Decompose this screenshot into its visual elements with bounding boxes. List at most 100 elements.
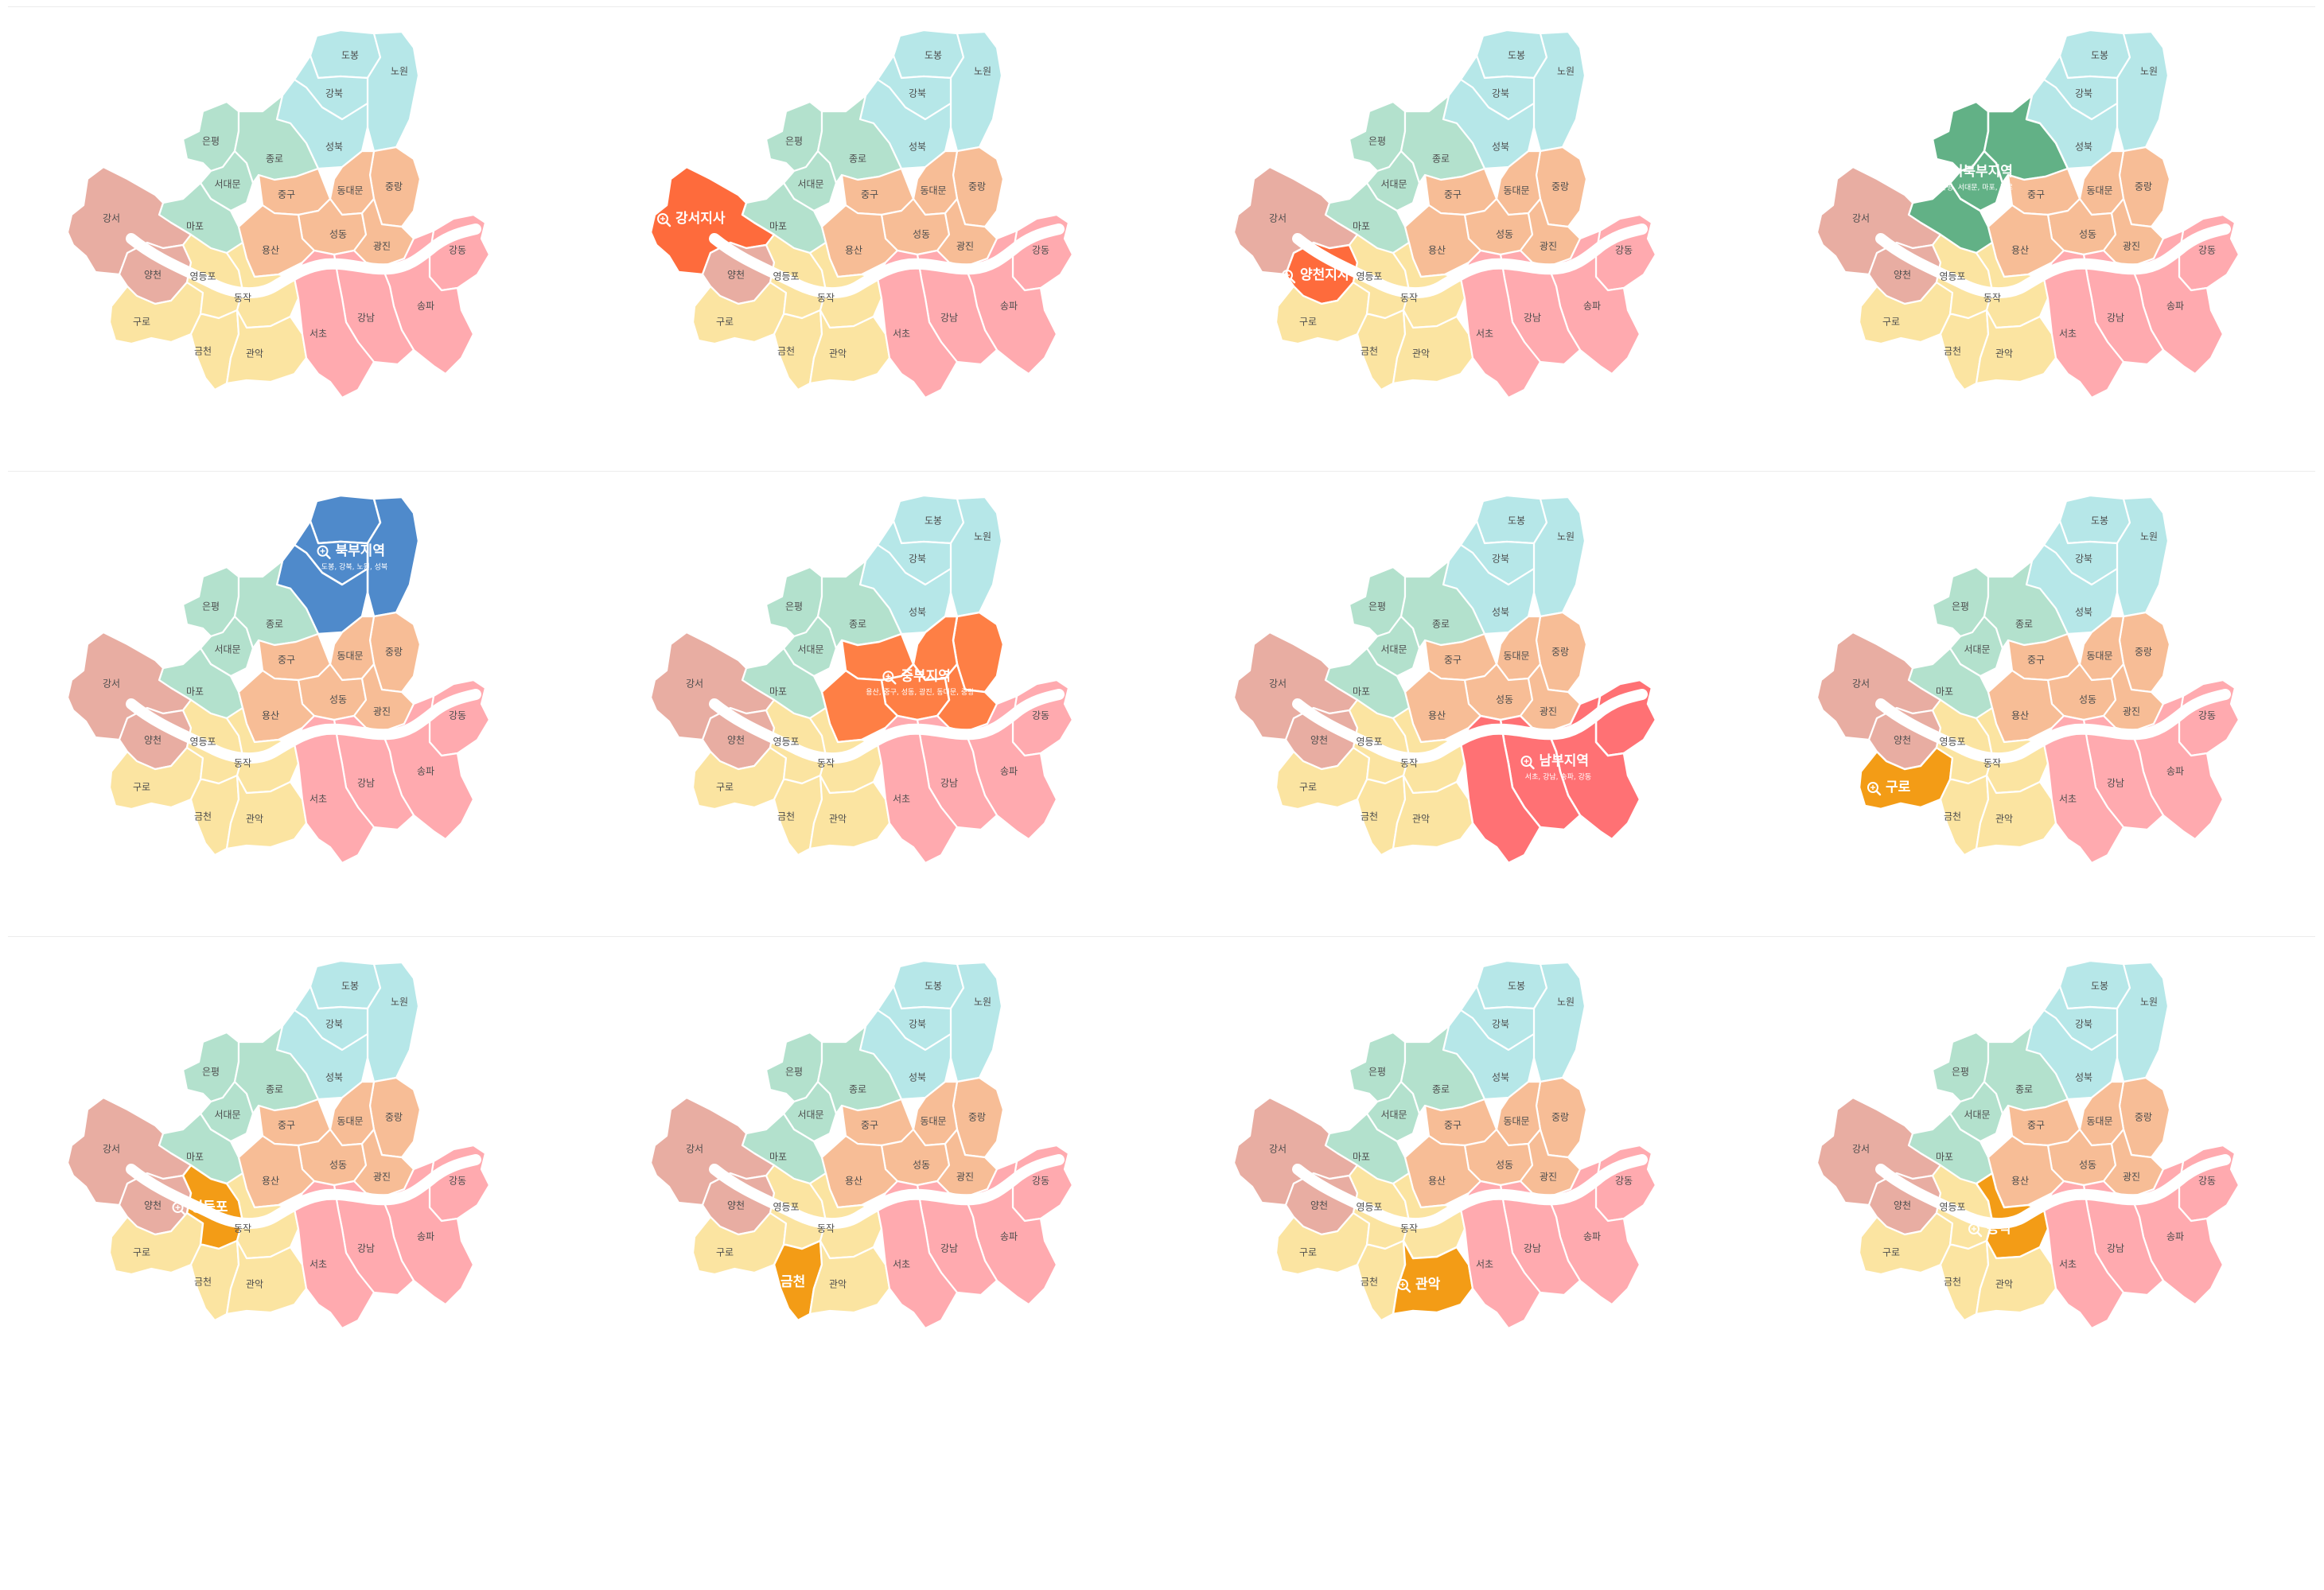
district-label: 영등포 <box>1939 737 1965 748</box>
zoom-in-icon[interactable] <box>1968 1223 1983 1238</box>
district-seocho[interactable] <box>293 1180 376 1330</box>
district-label: 동작 <box>1400 293 1418 304</box>
district-label: 강동 <box>2198 1176 2216 1187</box>
seoul-map-panel[interactable]: 도봉 노원 강북 성북 중랑 동대문 중구 성동 광진 용산 강서 양천 구로 영등포 동작 금천 관악 강동 송파… <box>1750 0 2324 465</box>
district-label: 서대문 <box>1964 1110 1990 1121</box>
district-gwanak[interactable] <box>225 1239 308 1316</box>
district-label: 광진 <box>956 1172 974 1183</box>
district-label: 송파 <box>1000 766 1018 777</box>
seoul-map-panel[interactable]: 도봉 노원 강북 성북 은평 서대문 종로 마포 중랑 동대문 중구 성동 광진 용산 강서 양천 구로 영등포 동… <box>1166 465 1747 931</box>
district-gwanak[interactable] <box>1392 309 1474 385</box>
district-label: 성북 <box>1492 142 1509 153</box>
zoom-in-icon[interactable] <box>1867 782 1882 796</box>
seoul-map-panel[interactable]: 도봉 노원 강북 성북 은평 서대문 종로 마포 중랑 동대문 중구 성동 광진 용산 양천 구로 영등포 동작 금… <box>583 0 1164 465</box>
district-label: 중구 <box>861 189 878 200</box>
seoul-map-panel[interactable]: 도봉 노원 강북 성북 은평 서대문 종로 마포 중랑 동대문 중구 성동 광진 용산 강서 구로 영등포 동작 금… <box>1166 0 1747 465</box>
seoul-map-panel[interactable]: 도봉 노원 강북 성북 은평 서대문 종로 마포 중랑 동대문 중구 성동 광진 용산 강서 양천 영등포 동작 금… <box>1750 465 2324 931</box>
highlight-title: 북부지역 <box>336 543 386 559</box>
district-label: 성동 <box>329 694 347 706</box>
district-label: 광진 <box>1540 241 1557 252</box>
district-label: 송파 <box>2166 301 2184 312</box>
district-label: 송파 <box>417 766 434 777</box>
zoom-in-icon[interactable] <box>1282 270 1296 284</box>
district-label: 동대문 <box>920 1116 946 1127</box>
zoom-in-icon[interactable] <box>1397 1279 1411 1293</box>
district-label: 강남 <box>940 778 958 789</box>
district-label: 강남 <box>2107 313 2124 324</box>
district-label: 성동 <box>913 1160 930 1171</box>
district-label: 마포 <box>1353 221 1370 232</box>
district-gwanak[interactable] <box>1975 1239 2057 1316</box>
district-label: 중구 <box>2027 189 2045 200</box>
zoom-in-icon[interactable] <box>317 545 331 559</box>
district-label: 강동 <box>449 245 466 256</box>
district-seocho[interactable] <box>876 1180 959 1330</box>
district-seocho[interactable] <box>2042 1180 2125 1330</box>
zoom-in-icon[interactable] <box>762 1277 777 1291</box>
district-label: 광진 <box>373 241 391 252</box>
seoul-map-panel[interactable]: 도봉 노원 강북 성북 은평 서대문 종로 마포 중랑 동대문 중구 성동 광진 용산 강서 양천 구로 영등포 금… <box>1750 931 2324 1396</box>
district-seocho[interactable] <box>876 714 959 865</box>
district-seocho[interactable] <box>1459 1180 1542 1330</box>
district-gwanak[interactable] <box>808 774 891 850</box>
district-seocho[interactable] <box>2042 714 2125 865</box>
district-seocho[interactable] <box>293 714 376 865</box>
han-river <box>1292 224 1648 298</box>
district-seocho[interactable] <box>876 249 959 399</box>
district-seocho[interactable] <box>293 249 376 399</box>
district-label: 동대문 <box>2086 185 2112 196</box>
district-gwanak[interactable] <box>808 1239 891 1316</box>
district-label: 동대문 <box>2086 651 2112 662</box>
district-label: 은평 <box>202 136 220 147</box>
district-seocho[interactable] <box>1459 714 1542 865</box>
seoul-map-panel[interactable]: 도봉 노원 강북 성북 은평 서대문 종로 마포 중랑 동대문 중구 성동 광진 용산 강서 양천 구로 영등포 동… <box>0 0 581 465</box>
district-label: 성동 <box>1496 229 1513 240</box>
han-river <box>126 1154 481 1229</box>
seoul-map-panel[interactable]: 은평 서대문 종로 마포 중랑 동대문 중구 성동 광진 용산 강서 양천 구로 영등포 동작 금천 관악 강동 송… <box>0 465 581 931</box>
district-label: 강서 <box>1269 213 1287 224</box>
district-label: 동대문 <box>337 185 363 196</box>
district-label: 마포 <box>769 1152 787 1163</box>
zoom-in-icon[interactable] <box>172 1202 186 1216</box>
han-river <box>1875 1154 2231 1229</box>
district-label: 도봉 <box>925 981 942 992</box>
district-label: 노원 <box>1557 531 1575 542</box>
district-gwanak[interactable] <box>1975 774 2057 850</box>
district-gwanak[interactable] <box>808 309 891 385</box>
seoul-map-panel[interactable]: 도봉 노원 강북 성북 은평 서대문 종로 마포 강서 양천 구로 영등포 동작 금천 관악 강동 송파 강남 서초… <box>583 465 1164 931</box>
zoom-in-icon[interactable] <box>1520 756 1535 770</box>
district-label: 강북 <box>909 1019 926 1030</box>
district-label: 금천 <box>777 811 795 822</box>
district-label: 강북 <box>1492 88 1509 99</box>
zoom-in-icon[interactable] <box>657 213 672 227</box>
district-label: 영등포 <box>773 271 799 282</box>
district-label: 강남 <box>940 1243 958 1254</box>
zoom-in-icon[interactable] <box>882 671 897 685</box>
district-gwanak[interactable] <box>1975 309 2057 385</box>
district-dobong[interactable] <box>309 494 382 545</box>
district-gwanak[interactable] <box>225 309 308 385</box>
district-gwanak[interactable] <box>1392 774 1474 850</box>
district-label: 동작 <box>1983 758 2001 769</box>
district-label: 도봉 <box>2091 981 2108 992</box>
district-label: 관악 <box>1995 814 2013 825</box>
district-label: 동대문 <box>337 1116 363 1127</box>
district-label: 중랑 <box>968 1112 986 1123</box>
district-label: 동대문 <box>920 185 946 196</box>
district-label: 용산 <box>1428 245 1446 256</box>
district-seocho[interactable] <box>1459 249 1542 399</box>
district-seocho[interactable] <box>2042 249 2125 399</box>
seoul-map-panel[interactable]: 도봉 노원 강북 성북 은평 서대문 종로 마포 중랑 동대문 중구 성동 광진 용산 강서 양천 구로 영등포 동… <box>583 931 1164 1396</box>
district-label: 강남 <box>1524 1243 1541 1254</box>
seoul-map-panel[interactable]: 도봉 노원 강북 성북 은평 서대문 종로 마포 중랑 동대문 중구 성동 광진 용산 강서 양천 구로 영등포 동… <box>1166 931 1747 1396</box>
highlight-subtitle: 서초, 강남, 송파, 강동 <box>1525 773 1591 782</box>
district-gwanak[interactable] <box>225 774 308 850</box>
district-gwanak[interactable] <box>1392 1239 1474 1316</box>
zoom-in-icon[interactable] <box>1932 165 1946 180</box>
highlight-subtitle: 용산, 중구, 성동, 광진, 동대문, 중랑 <box>866 687 974 697</box>
seoul-map-panel[interactable]: 도봉 노원 강북 성북 은평 서대문 종로 마포 중랑 동대문 중구 성동 광진 용산 강서 양천 구로 동작 금천… <box>0 931 581 1396</box>
district-label: 노원 <box>2140 997 2158 1008</box>
district-label: 용산 <box>845 245 862 256</box>
district-label: 은평 <box>202 601 220 612</box>
